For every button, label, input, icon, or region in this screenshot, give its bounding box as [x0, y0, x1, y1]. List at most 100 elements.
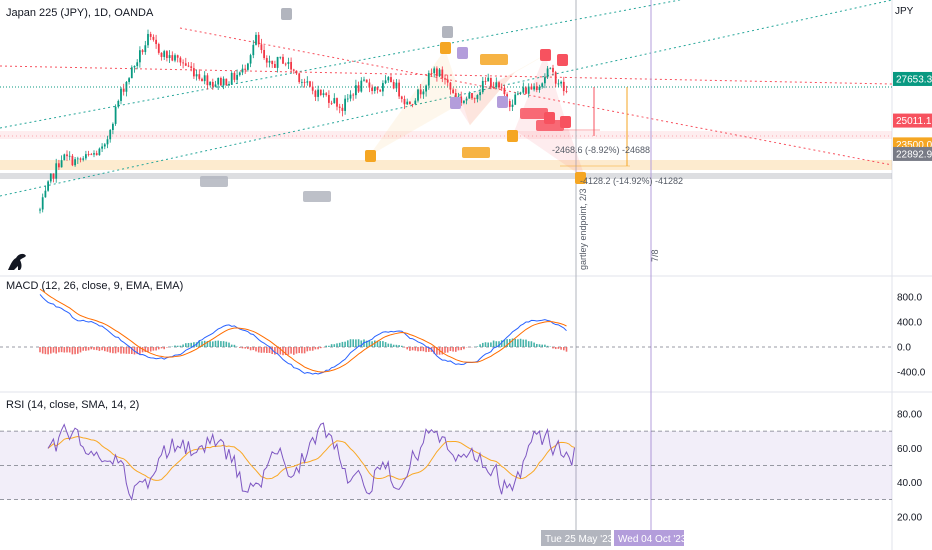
candle-body[interactable]	[198, 74, 201, 79]
pattern-point-marker[interactable]	[457, 47, 468, 59]
candle-body[interactable]	[295, 70, 298, 74]
candle-body[interactable]	[176, 55, 179, 58]
candle-body[interactable]	[120, 88, 122, 101]
candle-body[interactable]	[95, 153, 98, 156]
candle-body[interactable]	[544, 77, 546, 84]
candle-body[interactable]	[201, 78, 203, 82]
candle-body[interactable]	[549, 67, 552, 69]
candle-body[interactable]	[376, 87, 379, 90]
candle-body[interactable]	[222, 78, 225, 86]
candle-body[interactable]	[379, 89, 382, 92]
candle-body[interactable]	[282, 56, 284, 64]
candle-body[interactable]	[552, 67, 554, 73]
candle-body[interactable]	[349, 94, 352, 99]
candle-body[interactable]	[66, 154, 68, 157]
candle-body[interactable]	[355, 85, 357, 96]
candle-body[interactable]	[163, 51, 166, 57]
candle-body[interactable]	[360, 80, 363, 92]
candle-body[interactable]	[238, 72, 241, 75]
candle-body[interactable]	[341, 107, 344, 111]
candle-body[interactable]	[352, 94, 355, 96]
candle-body[interactable]	[76, 158, 79, 160]
candle-body[interactable]	[525, 87, 527, 94]
candle-body[interactable]	[217, 77, 220, 85]
candle-body[interactable]	[546, 68, 549, 78]
candle-body[interactable]	[122, 88, 125, 92]
candle-body[interactable]	[414, 100, 417, 105]
candle-body[interactable]	[554, 72, 557, 84]
candle-body[interactable]	[452, 89, 454, 94]
candle-body[interactable]	[406, 101, 409, 105]
candle-body[interactable]	[468, 92, 471, 99]
candle-body[interactable]	[292, 69, 295, 71]
pattern-point-marker[interactable]	[497, 96, 508, 108]
candle-body[interactable]	[441, 69, 444, 79]
candle-body[interactable]	[157, 44, 160, 53]
candle-body[interactable]	[236, 74, 238, 80]
candle-body[interactable]	[433, 68, 436, 74]
candle-body[interactable]	[519, 92, 522, 94]
candle-body[interactable]	[171, 55, 174, 61]
candle-body[interactable]	[498, 82, 500, 88]
candle-body[interactable]	[514, 94, 517, 105]
candle-body[interactable]	[473, 98, 476, 100]
candle-body[interactable]	[346, 98, 349, 100]
candle-body[interactable]	[271, 60, 274, 65]
candle-body[interactable]	[130, 67, 133, 79]
candle-body[interactable]	[301, 81, 303, 83]
pattern-point-marker[interactable]	[281, 8, 292, 20]
candle-body[interactable]	[562, 81, 565, 92]
candle-body[interactable]	[139, 50, 141, 63]
candle-body[interactable]	[203, 75, 206, 82]
pattern-point-marker[interactable]	[575, 172, 586, 184]
candle-body[interactable]	[446, 79, 449, 83]
candle-body[interactable]	[63, 154, 66, 161]
candle-body[interactable]	[430, 73, 433, 74]
candle-body[interactable]	[144, 45, 147, 53]
candle-body[interactable]	[87, 154, 90, 155]
candle-body[interactable]	[141, 50, 144, 53]
candle-body[interactable]	[249, 55, 252, 64]
candle-body[interactable]	[500, 87, 503, 89]
candle-body[interactable]	[168, 55, 171, 59]
candle-body[interactable]	[225, 78, 228, 86]
candle-body[interactable]	[449, 82, 452, 90]
candle-body[interactable]	[560, 81, 562, 84]
candle-body[interactable]	[444, 78, 446, 80]
candle-body[interactable]	[425, 85, 427, 92]
candle-body[interactable]	[303, 81, 306, 83]
candle-body[interactable]	[390, 77, 392, 82]
candle-body[interactable]	[541, 83, 544, 87]
candle-body[interactable]	[487, 77, 490, 82]
candle-body[interactable]	[330, 102, 333, 104]
candle-body[interactable]	[260, 44, 263, 50]
candle-body[interactable]	[112, 123, 114, 131]
candle-body[interactable]	[344, 98, 346, 111]
candle-body[interactable]	[382, 83, 384, 92]
candle-body[interactable]	[368, 82, 371, 88]
candle-body[interactable]	[58, 163, 60, 168]
candle-body[interactable]	[79, 158, 82, 160]
candle-body[interactable]	[522, 87, 525, 93]
candle-body[interactable]	[419, 89, 422, 95]
candle-body[interactable]	[257, 34, 260, 45]
candle-body[interactable]	[508, 101, 511, 107]
candle-body[interactable]	[195, 74, 198, 77]
candle-body[interactable]	[136, 62, 139, 66]
candle-body[interactable]	[147, 33, 149, 46]
candle-body[interactable]	[190, 66, 193, 69]
candlestick-series[interactable]	[39, 29, 568, 214]
pattern-point-marker[interactable]	[440, 42, 451, 54]
candle-body[interactable]	[533, 86, 535, 90]
candle-body[interactable]	[247, 63, 249, 70]
candle-body[interactable]	[427, 73, 430, 86]
candle-body[interactable]	[47, 181, 49, 191]
candle-body[interactable]	[214, 84, 217, 87]
candle-body[interactable]	[392, 81, 395, 89]
rsi-pane[interactable]	[0, 422, 892, 502]
candle-body[interactable]	[314, 90, 317, 97]
candle-body[interactable]	[279, 56, 282, 58]
rsi-line[interactable]	[47, 422, 575, 502]
candle-body[interactable]	[438, 69, 441, 77]
